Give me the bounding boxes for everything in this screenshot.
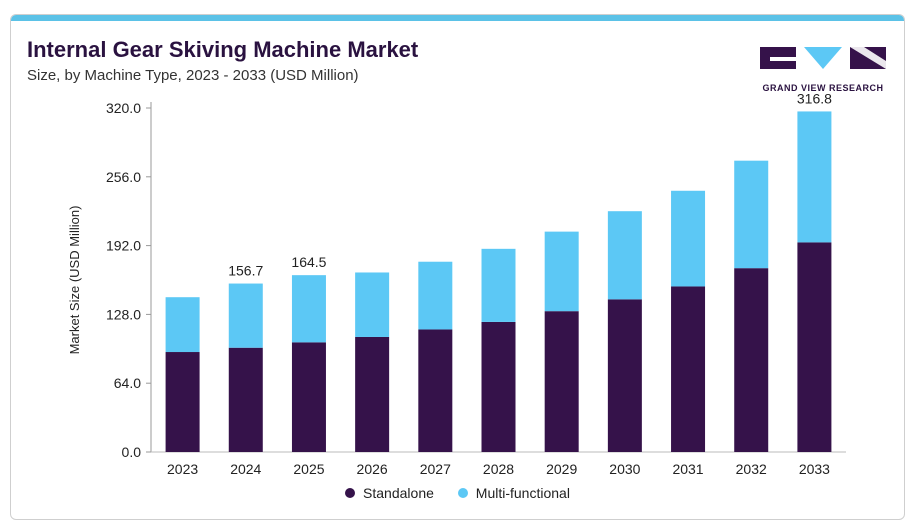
- brand-logo: GRAND VIEW RESEARCH: [760, 39, 886, 93]
- y-tick-label: 128.0: [106, 306, 141, 322]
- x-tick-label: 2024: [230, 461, 261, 477]
- bar-standalone-2032: [734, 268, 769, 452]
- bar-standalone-2024: [228, 347, 263, 452]
- x-tick-label: 2031: [672, 461, 703, 477]
- data-label-total: 156.7: [228, 263, 263, 279]
- legend-swatch-multi-functional: [457, 488, 468, 498]
- bar-standalone-2031: [671, 286, 706, 452]
- legend: Standalone Multi-functional: [11, 485, 904, 501]
- bar-multi-functional-2031: [671, 190, 706, 287]
- x-tick-label: 2027: [420, 461, 451, 477]
- y-tick-label: 192.0: [106, 238, 141, 254]
- x-tick-label: 2026: [357, 461, 388, 477]
- data-label-total: 316.8: [797, 90, 832, 106]
- bar-multi-functional-2030: [607, 211, 642, 300]
- bar-standalone-2023: [165, 352, 200, 452]
- chart-subtitle: Size, by Machine Type, 2023 - 2033 (USD …: [27, 67, 359, 84]
- bar-multi-functional-2025: [291, 275, 326, 343]
- bar-multi-functional-2024: [228, 283, 263, 348]
- bar-standalone-2027: [418, 329, 453, 452]
- logo-mark-icon: [760, 47, 886, 69]
- y-tick-label: 320.0: [106, 100, 141, 116]
- bar-multi-functional-2028: [481, 248, 516, 322]
- legend-swatch-standalone: [345, 488, 356, 498]
- x-tick-label: 2033: [799, 461, 830, 477]
- legend-label-multi-functional: Multi-functional: [475, 485, 570, 501]
- bar-standalone-2029: [544, 311, 579, 452]
- x-tick-label: 2025: [293, 461, 324, 477]
- bar-multi-functional-2029: [544, 231, 579, 312]
- bar-multi-functional-2027: [418, 261, 453, 330]
- bar-standalone-2033: [797, 242, 832, 452]
- x-tick-label: 2032: [736, 461, 767, 477]
- x-tick-label: 2029: [546, 461, 577, 477]
- y-tick-label: 256.0: [106, 169, 141, 185]
- x-tick-label: 2023: [167, 461, 198, 477]
- bar-multi-functional-2033: [797, 111, 832, 243]
- bar-multi-functional-2026: [355, 272, 390, 337]
- x-tick-label: 2030: [609, 461, 640, 477]
- chart-card: Internal Gear Skiving Machine Market Siz…: [10, 14, 905, 520]
- data-label-total: 164.5: [291, 254, 326, 270]
- y-tick-label: 0.0: [122, 444, 142, 460]
- bar-multi-functional-2023: [165, 297, 200, 353]
- bar-standalone-2030: [607, 299, 642, 452]
- bar-multi-functional-2032: [734, 160, 769, 269]
- stacked-bar-chart: 0.0 64.0 128.0 192.0 256.0 320.0 Market Size (…: [67, 90, 846, 477]
- logo-text: GRAND VIEW RESEARCH: [762, 83, 884, 93]
- y-axis-label: Market Size (USD Million): [67, 206, 82, 355]
- legend-label-standalone: Standalone: [363, 485, 434, 501]
- chart-title: Internal Gear Skiving Machine Market: [27, 37, 419, 62]
- legend-item-multi-functional: Multi-functional: [457, 485, 570, 501]
- bar-standalone-2026: [355, 336, 390, 452]
- bar-standalone-2025: [291, 342, 326, 452]
- accent-bar: [11, 15, 904, 21]
- x-tick-label: 2028: [483, 461, 514, 477]
- legend-item-standalone: Standalone: [345, 485, 434, 501]
- bar-standalone-2028: [481, 321, 516, 452]
- y-tick-label: 64.0: [114, 375, 141, 391]
